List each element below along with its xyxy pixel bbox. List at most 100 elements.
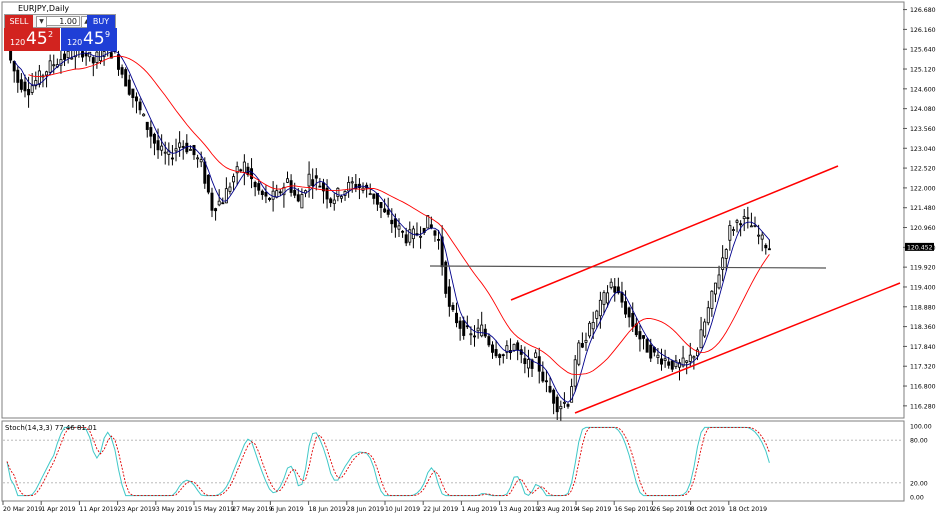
candle [548, 377, 552, 394]
candle [232, 173, 236, 191]
candle-body [368, 193, 372, 196]
candle [624, 290, 628, 318]
candle-body [670, 360, 674, 370]
x-tick-label: 23 Aug 2019 [538, 506, 578, 513]
candle [196, 154, 200, 168]
y-tick-label: 125.640 [910, 47, 936, 54]
candle [541, 361, 545, 383]
candle-body [131, 88, 135, 98]
candle-body [767, 248, 771, 251]
candle-body [117, 54, 120, 70]
lot-size-field[interactable]: 1.00 [46, 16, 80, 26]
candle-body [757, 234, 761, 237]
candle-body [30, 85, 34, 93]
candle [505, 340, 509, 360]
candle-body [19, 79, 23, 90]
candle-body [275, 190, 279, 198]
candle-body [235, 166, 239, 174]
candle [142, 113, 146, 117]
candle-body [203, 161, 207, 184]
candle-body [483, 328, 487, 337]
candle-body [9, 50, 13, 61]
buy-price-box[interactable]: 120 45 9 [61, 28, 117, 51]
candle-body [606, 292, 610, 304]
candle [282, 182, 286, 208]
candle-body [685, 360, 689, 363]
candle [703, 318, 707, 339]
candle-body [163, 151, 167, 154]
candle-body [544, 380, 548, 383]
candle [325, 179, 329, 209]
candle [404, 227, 408, 247]
candle [156, 128, 160, 159]
candle-body [300, 194, 304, 209]
sell-price-box[interactable]: 120 45 2 [4, 28, 60, 51]
y-tick-label: 123.040 [910, 146, 936, 153]
candle [530, 358, 534, 378]
x-tick-label: 3 May 2019 [156, 506, 192, 513]
candle-body [595, 310, 599, 319]
stochastic-tick-label: 20.00 [910, 480, 928, 487]
candle-body [562, 401, 566, 404]
candle-body [84, 53, 88, 57]
candle [250, 158, 254, 189]
candle-body [473, 335, 476, 338]
candle [379, 202, 383, 219]
y-tick-label: 118.360 [910, 324, 936, 331]
candle [767, 239, 771, 251]
candle [264, 185, 268, 204]
candle [260, 189, 264, 200]
candle-body [102, 51, 106, 57]
candle-body [314, 175, 318, 179]
candle-body [631, 313, 635, 327]
sell-button[interactable]: SELL [5, 15, 33, 28]
candle-body [541, 371, 545, 382]
x-tick-label: 28 Jun 2019 [347, 506, 384, 513]
candle-body [505, 345, 509, 353]
candle-body [703, 321, 707, 337]
candle-body [91, 57, 95, 64]
candle-body [444, 261, 448, 294]
candle-body [210, 192, 214, 211]
candle-body [174, 148, 178, 152]
candle [145, 121, 149, 138]
candle [419, 226, 423, 249]
candle-body [224, 188, 228, 204]
candle [314, 168, 318, 191]
candle-body [307, 173, 311, 187]
candle-body [760, 234, 764, 240]
candle [170, 145, 174, 166]
candle [426, 215, 430, 229]
candle [728, 220, 732, 251]
candle-body [512, 343, 516, 351]
candle-body [584, 339, 588, 343]
x-tick-label: 22 Jul 2019 [423, 506, 458, 513]
candle-body [350, 181, 354, 184]
candle [152, 132, 156, 156]
candle [336, 187, 340, 202]
candle-body [498, 354, 502, 358]
candle-body [401, 230, 405, 233]
candle-body [109, 52, 113, 59]
candle [210, 187, 214, 218]
buy-button[interactable]: BUY [87, 15, 115, 28]
candle [681, 345, 685, 368]
candle [149, 120, 153, 149]
candle-body [138, 101, 142, 111]
candle-body [602, 292, 606, 305]
candle [660, 348, 663, 371]
candle-body [429, 224, 433, 229]
candle-body [713, 282, 717, 295]
candle-body [663, 358, 667, 361]
candle [638, 325, 642, 352]
candle [138, 98, 142, 115]
candle-body [282, 186, 286, 196]
candle-body [156, 140, 160, 151]
candle-body [27, 88, 31, 96]
candle-body [739, 223, 743, 226]
candle [606, 285, 610, 308]
candle [476, 318, 480, 339]
candle-body [577, 342, 581, 365]
candle [746, 206, 750, 229]
x-tick-label: 18 Jun 2019 [309, 506, 346, 513]
